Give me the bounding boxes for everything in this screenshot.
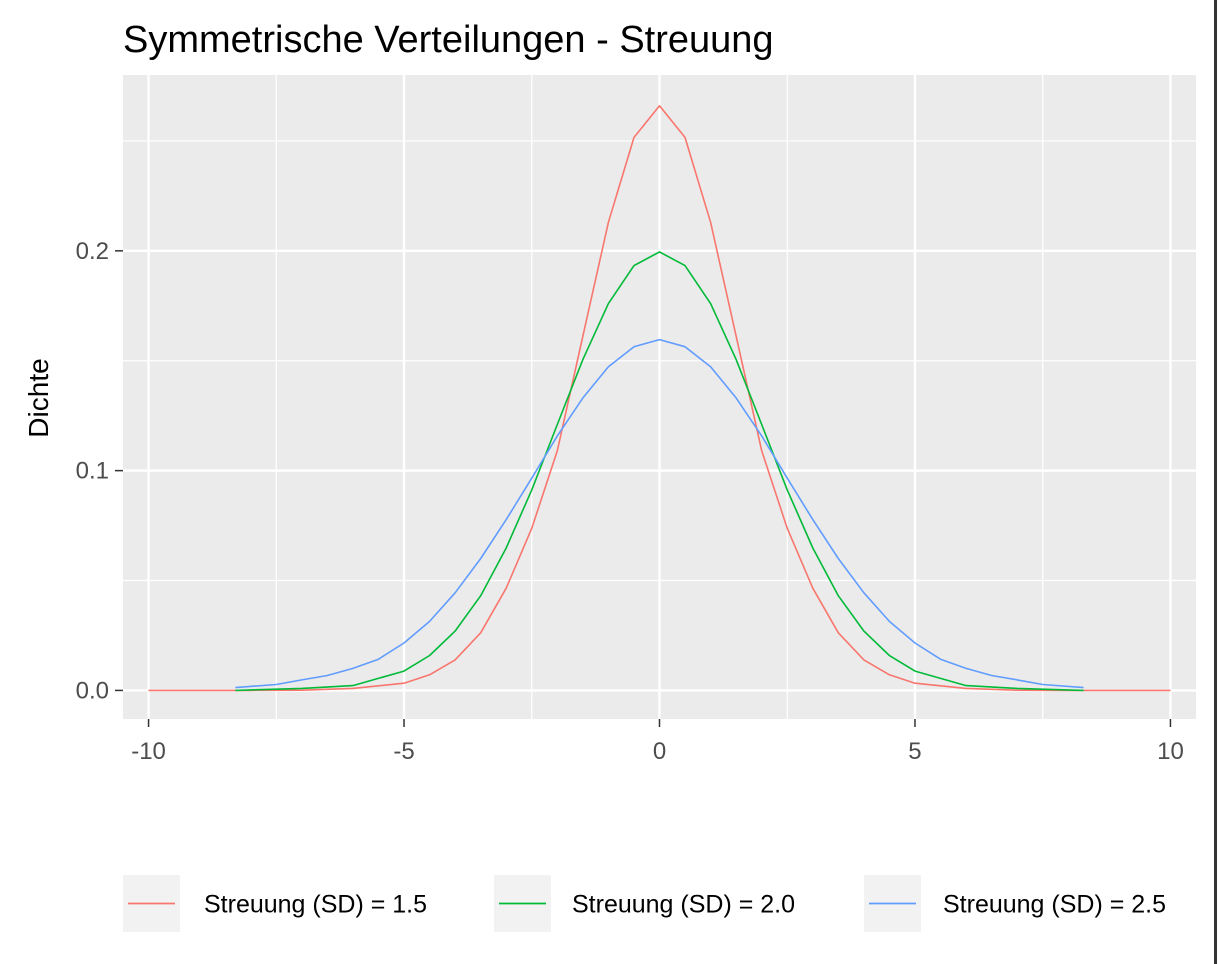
y-tick-label: 0.1 <box>76 458 109 485</box>
y-axis-label: Dichte <box>23 358 54 437</box>
y-tick-label: 0.2 <box>76 238 109 265</box>
series-lines <box>148 105 1171 692</box>
y-tick-label: 0.0 <box>76 677 109 704</box>
x-tick-label: 5 <box>908 738 921 765</box>
x-tick-label: -5 <box>393 738 414 765</box>
legend-label: Streuung (SD) = 2.0 <box>572 891 795 919</box>
series-line-3 <box>235 338 1084 689</box>
axis-tick-labels: -10 -5 0 5 10 0.0 0.1 0.2 <box>76 238 1184 765</box>
frame-border <box>1214 0 1217 964</box>
legend: Streuung (SD) = 1.5 Streuung (SD) = 2.0 St… <box>123 875 1166 932</box>
legend-label: Streuung (SD) = 1.5 <box>204 891 427 919</box>
chart-title: Symmetrische Verteilungen - Streuung <box>123 19 774 61</box>
series-line-2 <box>235 251 1084 692</box>
x-tick-label: 0 <box>653 738 666 765</box>
grid-major <box>123 75 1196 719</box>
series-line-1 <box>148 105 1171 692</box>
legend-label: Streuung (SD) = 2.5 <box>943 891 1166 919</box>
x-tick-label: 10 <box>1157 738 1184 765</box>
x-tick-label: -10 <box>131 738 166 765</box>
axis-ticks <box>115 250 1172 727</box>
